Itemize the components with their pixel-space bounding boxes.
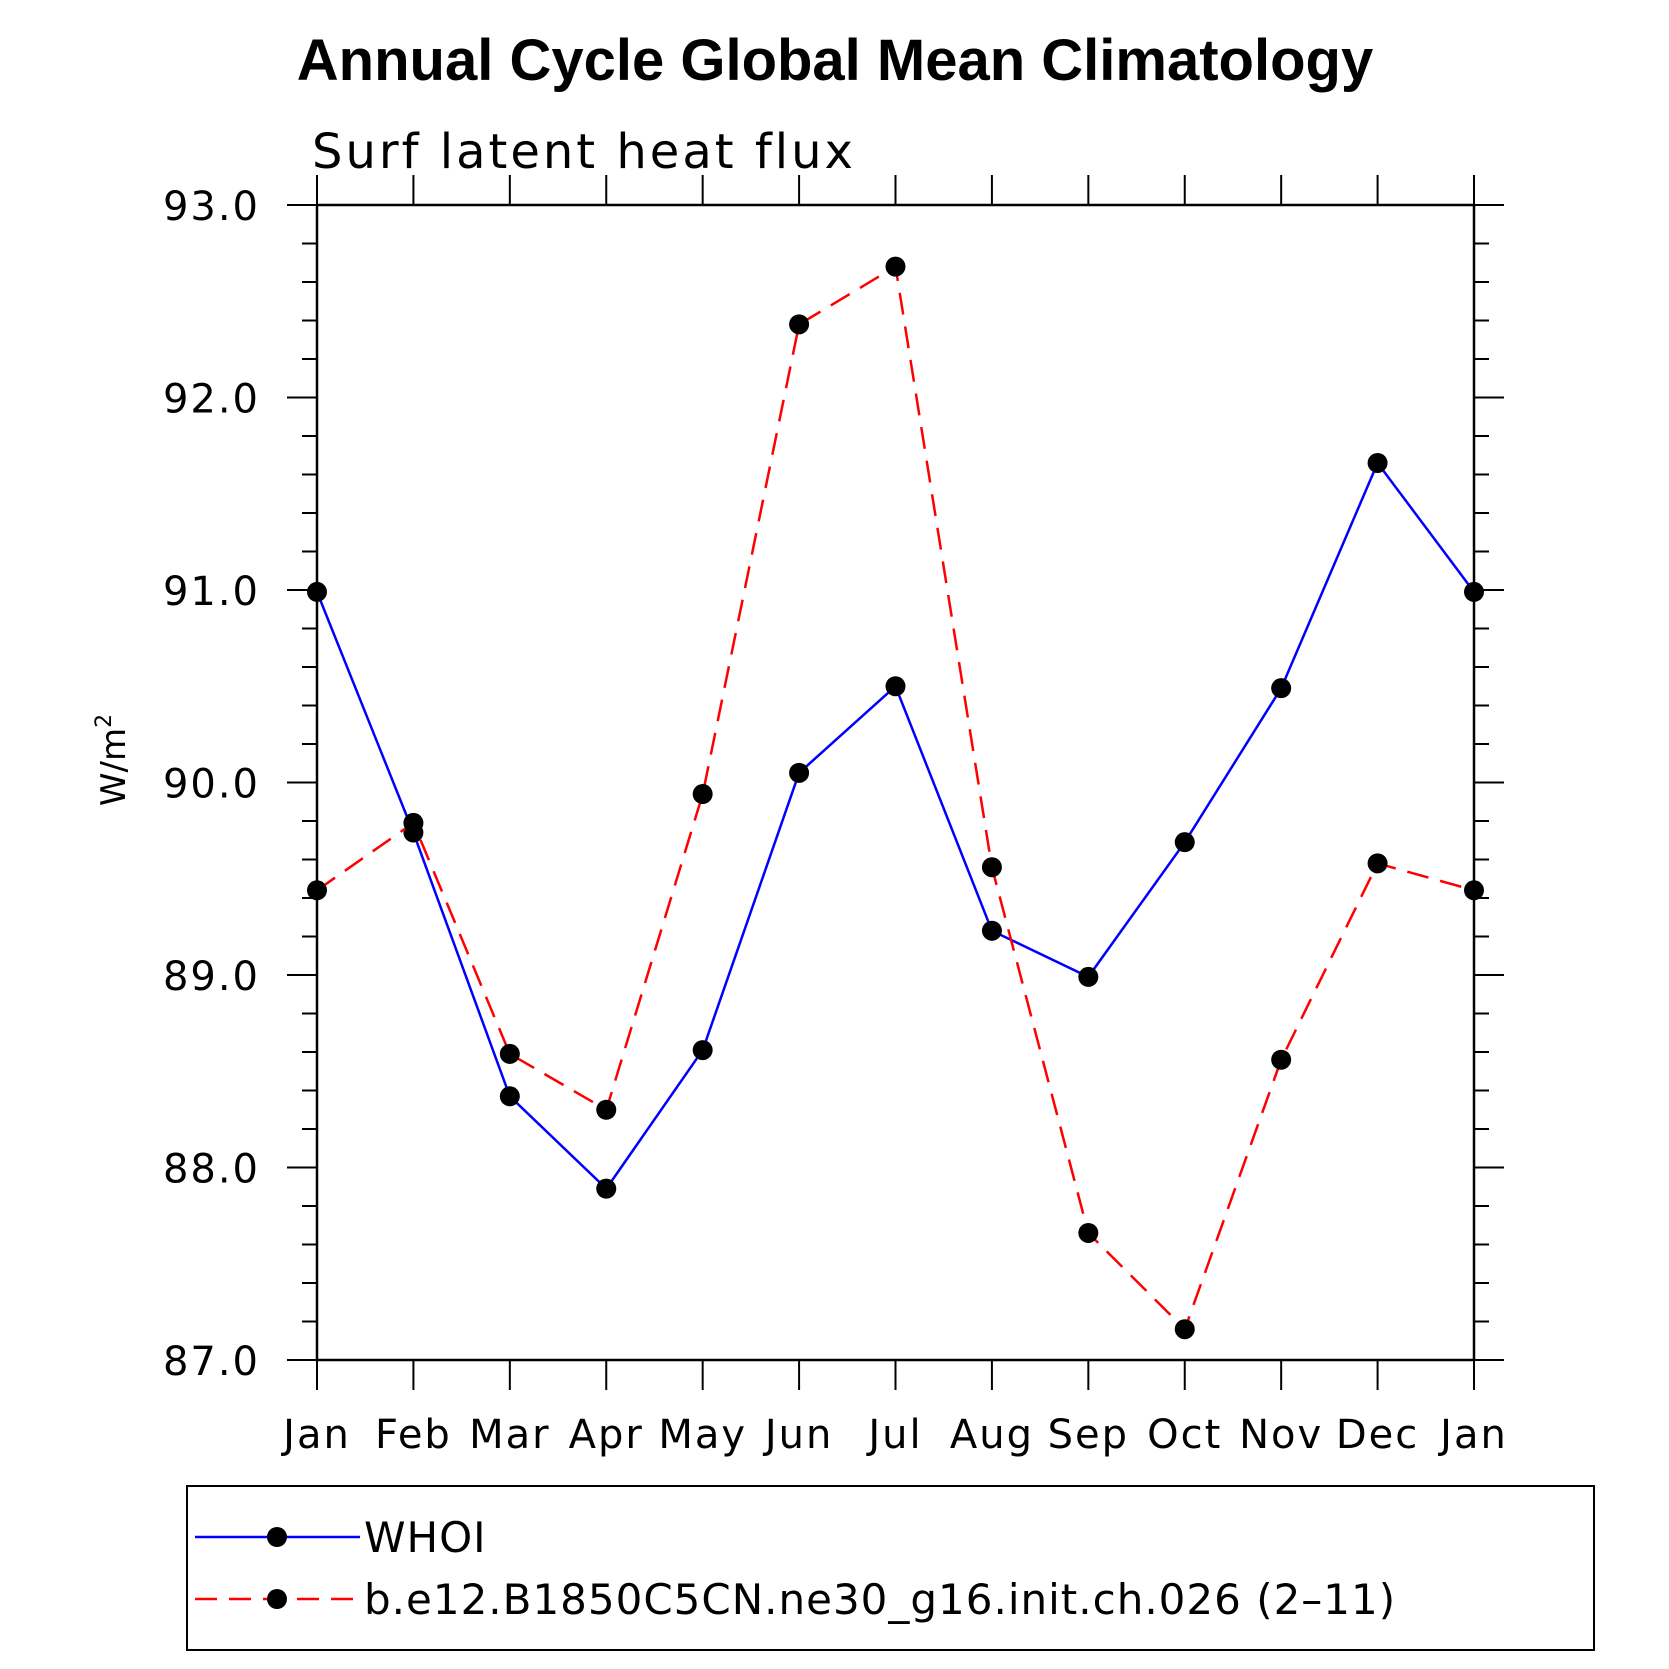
plot-frame	[315, 203, 1476, 1362]
data-point	[1367, 452, 1388, 473]
y-axis-label: W/m2	[92, 714, 134, 806]
x-tick-label: Oct	[1147, 1412, 1222, 1458]
data-point	[1078, 1222, 1099, 1243]
x-tick-label: Mar	[469, 1412, 550, 1458]
data-point	[692, 1040, 713, 1061]
series-line-1	[316, 264, 1475, 1332]
data-point	[499, 1043, 520, 1064]
data-point	[885, 256, 906, 277]
x-tick-label: Nov	[1239, 1412, 1323, 1458]
legend-marker-model	[267, 1589, 287, 1609]
data-point	[789, 762, 810, 783]
x-tick-label: Aug	[950, 1412, 1034, 1458]
data-point	[596, 1099, 617, 1120]
data-point	[307, 880, 327, 901]
x-tick-label: Feb	[375, 1412, 452, 1458]
y-tick-label: 89.0	[163, 954, 260, 1000]
y-tick-label: 88.0	[163, 1147, 260, 1193]
y-tick-label: 93.0	[163, 184, 260, 230]
chart-subtitle: Surf latent heat flux	[312, 124, 856, 180]
axes	[287, 175, 1504, 1390]
y-tick-label: 90.0	[163, 762, 260, 808]
y-tick-label: 91.0	[163, 569, 260, 615]
x-tick-labels: Jan Feb Mar Apr May Jun Jul Aug Sep Oct Nov Dec Jan	[280, 1412, 1508, 1458]
data-point	[1271, 678, 1292, 699]
data-point	[1367, 853, 1388, 874]
x-tick-label: Apr	[569, 1412, 644, 1458]
data-point	[1078, 966, 1099, 987]
data-point	[403, 812, 424, 833]
x-tick-label: Jun	[762, 1412, 834, 1458]
data-point	[307, 581, 327, 602]
x-tick-label: Dec	[1336, 1412, 1419, 1458]
x-tick-label: Sep	[1048, 1412, 1129, 1458]
y-tick-label: 87.0	[163, 1339, 260, 1385]
data-point	[981, 857, 1002, 878]
x-tick-label: Jan	[280, 1412, 351, 1458]
data-point	[1174, 1319, 1195, 1340]
legend-label-whoi: WHOI	[364, 1513, 487, 1562]
data-point	[981, 920, 1002, 941]
chart-title: Annual Cycle Global Mean Climatology	[297, 28, 1373, 93]
data-point	[1174, 832, 1195, 853]
data-point	[1464, 880, 1484, 901]
data-point	[596, 1178, 617, 1199]
y-tick-label: 92.0	[163, 377, 260, 423]
data-point	[885, 676, 906, 697]
legend: WHOI b.e12.B1850C5CN.ne30_g16.init.ch.02…	[186, 1485, 1595, 1651]
x-tick-label: May	[658, 1412, 747, 1458]
x-tick-label: Jul	[865, 1412, 922, 1458]
legend-box	[186, 1485, 1595, 1651]
series-line-0	[315, 460, 1476, 1191]
data-point	[789, 314, 810, 335]
y-tick-labels: 87.0 88.0 89.0 90.0 91.0 92.0 93.0	[163, 184, 260, 1385]
x-tick-label: Jan	[1437, 1412, 1508, 1458]
data-point	[692, 784, 713, 805]
legend-label-model: b.e12.B1850C5CN.ne30_g16.init.ch.026 (2–…	[364, 1575, 1396, 1624]
data-point	[1464, 581, 1484, 602]
data-point	[499, 1086, 520, 1107]
data-point	[1271, 1049, 1292, 1070]
legend-marker-whoi	[267, 1527, 287, 1547]
series-layer	[307, 256, 1484, 1340]
